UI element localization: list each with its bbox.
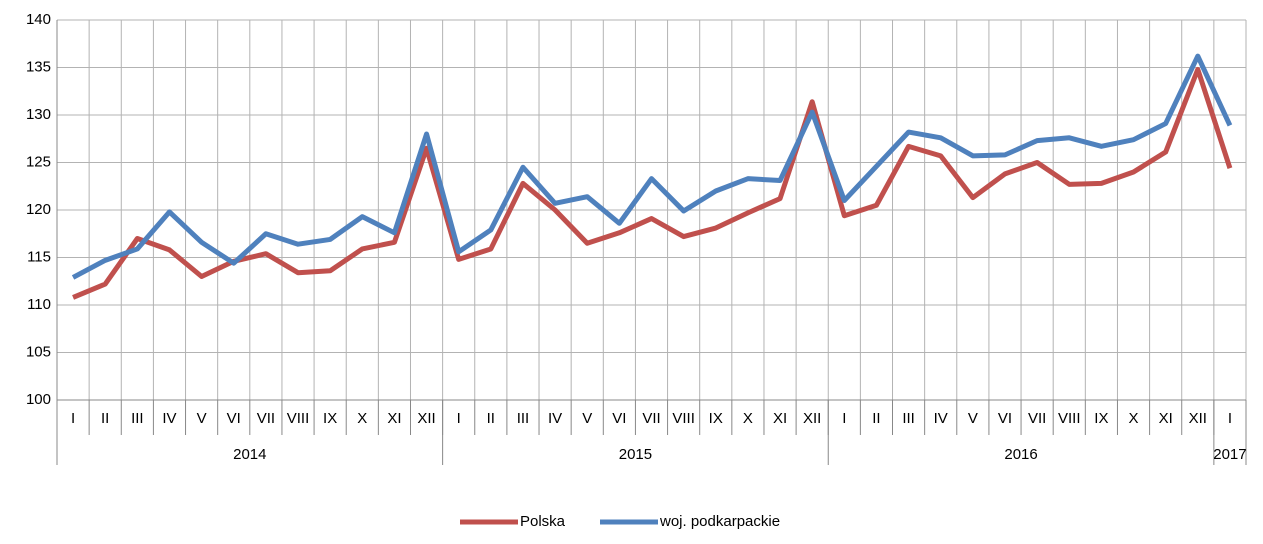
x-tick-label: III [517,410,530,427]
x-tick-label: XI [773,410,787,427]
x-tick-label: I [842,410,846,427]
x-tick-label: III [131,410,144,427]
x-tick-label: VI [227,410,241,427]
x-tick-label: VIII [287,410,310,427]
x-tick-label: VII [642,410,660,427]
x-tick-label: IX [323,410,337,427]
x-tick-label: XI [1159,410,1173,427]
x-tick-label: X [743,410,753,427]
x-tick-label: XII [1189,410,1207,427]
year-label: 2014 [233,446,266,463]
x-tick-label: V [197,410,207,427]
x-tick-label: III [902,410,915,427]
x-tick-label: IX [709,410,723,427]
y-tick-label: 120 [26,201,51,218]
y-tick-label: 110 [27,296,51,313]
x-tick-label: I [1228,410,1232,427]
y-tick-label: 100 [26,391,51,408]
x-tick-label: VII [1028,410,1046,427]
x-tick-label: X [1129,410,1139,427]
legend-label: Polska [520,513,566,530]
series-line [71,53,1233,280]
x-tick-label: II [101,410,109,427]
x-tick-label: II [487,410,495,427]
x-tick-label: VII [257,410,275,427]
y-tick-label: 140 [26,11,51,28]
x-tick-label: VIII [1058,410,1081,427]
series-line [72,66,1233,300]
y-tick-label: 115 [27,248,51,265]
y-tick-label: 105 [26,343,51,360]
x-tick-label: V [968,410,978,427]
year-label: 2016 [1004,446,1037,463]
x-tick-label: IV [162,410,176,427]
y-tick-label: 130 [26,106,51,123]
x-tick-label: IX [1094,410,1108,427]
x-tick-label: I [71,410,75,427]
x-tick-label: I [457,410,461,427]
x-tick-label: V [582,410,592,427]
x-tick-label: VI [998,410,1012,427]
legend-label: woj. podkarpackie [659,513,780,530]
year-label: 2015 [619,446,652,463]
x-tick-label: X [357,410,367,427]
x-tick-label: VIII [672,410,695,427]
x-tick-label: XI [387,410,401,427]
x-tick-label: IV [548,410,562,427]
y-tick-label: 125 [26,153,51,170]
x-tick-label: VI [612,410,626,427]
year-label: 2017 [1213,446,1246,463]
y-tick-label: 135 [26,58,51,75]
x-tick-label: II [872,410,880,427]
x-tick-label: XII [417,410,435,427]
x-tick-label: IV [934,410,948,427]
x-tick-label: XII [803,410,821,427]
